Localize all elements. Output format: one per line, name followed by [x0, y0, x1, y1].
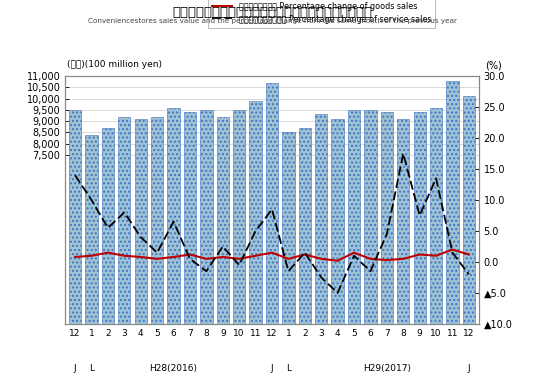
Text: H28(2016): H28(2016): [150, 364, 197, 373]
Bar: [430, 108, 442, 324]
Text: H29(2017): H29(2017): [363, 364, 411, 373]
Bar: [69, 110, 81, 324]
Bar: [134, 119, 147, 324]
Bar: [397, 119, 410, 324]
Text: J: J: [74, 364, 77, 373]
Bar: [85, 135, 98, 324]
Text: Conveniencestores sales value and the percentage change from the same month of t: Conveniencestores sales value and the pe…: [88, 18, 456, 24]
Text: J: J: [271, 364, 273, 373]
Bar: [315, 114, 327, 324]
Bar: [233, 110, 245, 324]
Text: コンビニエンスストア販売額・前年同月比増減率の推移: コンビニエンスストア販売額・前年同月比増減率の推移: [172, 6, 372, 19]
Bar: [250, 101, 262, 324]
Bar: [266, 83, 278, 324]
Bar: [364, 110, 376, 324]
Bar: [217, 117, 229, 324]
Legend: 販売額 Sales value, 商品販売額増減率 Percentage change of goods sales, サービス売上高増減率 Percentag: 販売額 Sales value, 商品販売額増減率 Percentage cha…: [208, 0, 435, 27]
Bar: [168, 108, 180, 324]
Text: L: L: [286, 364, 291, 373]
Text: J: J: [467, 364, 470, 373]
Text: (億円)(100 million yen): (億円)(100 million yen): [67, 61, 162, 69]
Bar: [184, 112, 196, 324]
Bar: [331, 119, 344, 324]
Bar: [299, 128, 311, 324]
Bar: [282, 133, 294, 324]
Bar: [463, 96, 475, 324]
Bar: [200, 110, 213, 324]
Text: (%): (%): [485, 60, 502, 70]
Bar: [348, 110, 360, 324]
Text: L: L: [89, 364, 94, 373]
Bar: [381, 112, 393, 324]
Bar: [118, 117, 131, 324]
Bar: [102, 128, 114, 324]
Bar: [151, 117, 163, 324]
Bar: [413, 112, 426, 324]
Bar: [446, 81, 459, 324]
